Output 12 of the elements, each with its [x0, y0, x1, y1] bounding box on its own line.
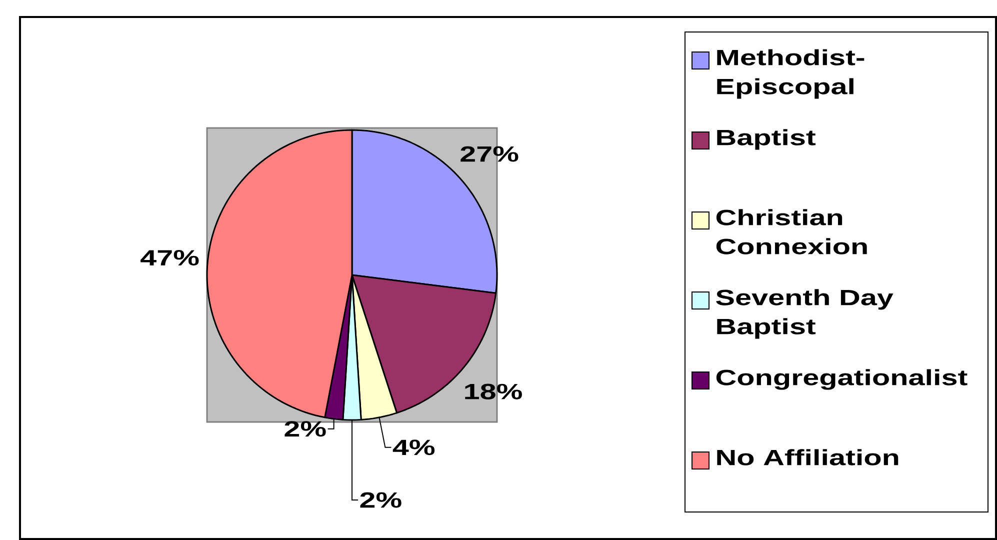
legend-label: Baptist: [717, 129, 816, 150]
data-label: 18%: [465, 384, 522, 400]
data-label: 4%: [392, 440, 435, 456]
legend-label: Christian Connexion: [716, 209, 867, 254]
data-label: 2%: [284, 421, 326, 437]
data-label: 2%: [360, 492, 402, 508]
legend-label: Seventh Day Baptist: [716, 289, 894, 339]
data-label: 27%: [460, 146, 518, 162]
legend-label: Methodist-Episcopal: [717, 49, 864, 99]
legend-label: Congregationalist: [716, 369, 968, 390]
legend-label: No Affiliation: [717, 449, 898, 466]
data-label: 47%: [140, 250, 199, 266]
